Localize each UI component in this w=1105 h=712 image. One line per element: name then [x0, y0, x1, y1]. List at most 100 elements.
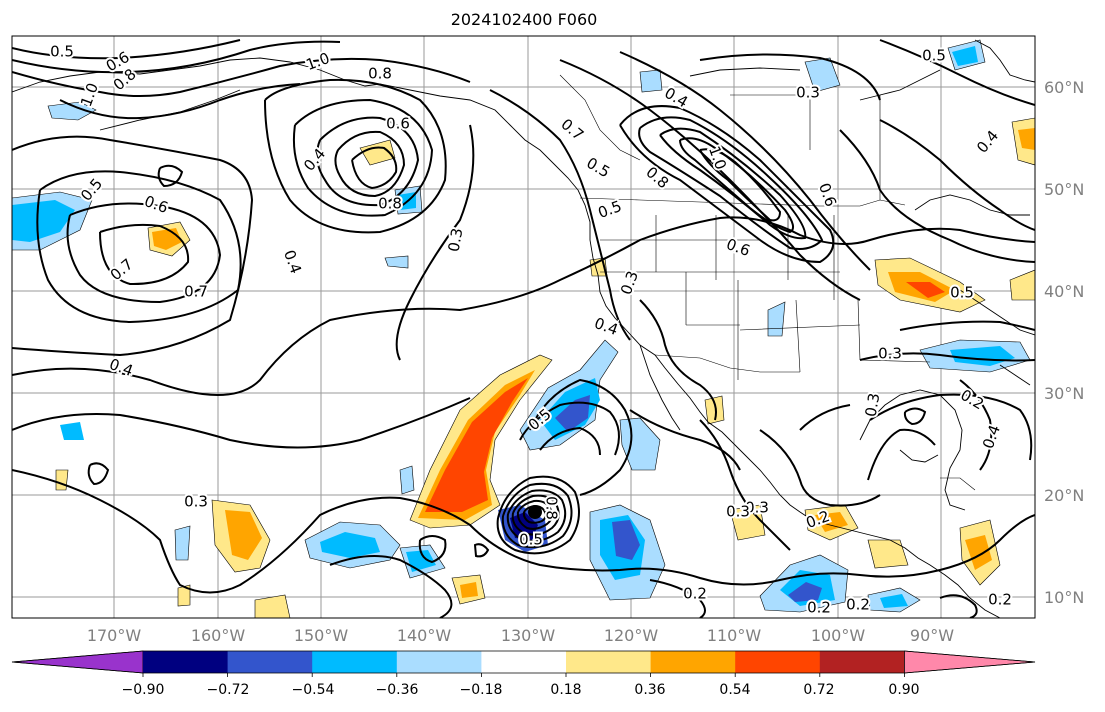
contour-label: 0.5: [922, 47, 946, 65]
lon-label-110w: 110°W: [706, 626, 762, 645]
contour-label: 0.4: [973, 127, 1002, 157]
lon-label-100w: 100°W: [810, 626, 866, 645]
contour-label-halo: 0.6: [386, 115, 410, 133]
plot-title: 2024102400 F060: [450, 10, 598, 29]
colorbar-tick-label: −0.72: [206, 682, 250, 698]
lat-label-60n: 60°N: [1044, 78, 1085, 97]
contour-labels: 0.50.5 0.60.60.80.81.01.01.01.00.80.80.60…: [48, 41, 1014, 619]
colorbar-extend-right: [904, 650, 1036, 674]
lat-label-20n: 20°N: [1044, 486, 1085, 505]
colorbar-segment: [650, 651, 736, 673]
contour-label-halo: 0.3: [184, 493, 208, 511]
political-borders: [559, 74, 976, 491]
lat-label-50n: 50°N: [1044, 180, 1085, 199]
contour-label-halo: 0.8: [543, 496, 561, 520]
colorbar-extend-left: [11, 650, 144, 674]
contour-label: 0.3: [878, 345, 902, 363]
colorbar-segment: [566, 651, 652, 673]
contour-label: 0.3: [184, 493, 208, 511]
contour-label: 0.5: [596, 197, 625, 222]
shading-red-orange: [425, 282, 945, 512]
colorbar-segment: [227, 651, 313, 673]
lon-label-150w: 150°W: [293, 626, 349, 645]
contour-label: 0.4: [661, 84, 691, 112]
contour-label-halo: 0.3: [745, 499, 769, 517]
contour-label: 0.2: [807, 599, 831, 617]
lat-label-10n: 10°N: [1044, 588, 1085, 607]
lon-label-130w: 130°W: [500, 626, 556, 645]
contour-label: 0.2: [988, 591, 1012, 609]
contour-label: 0.5: [583, 154, 613, 182]
contour-label: 0.3: [796, 84, 820, 102]
contour-label: 1.0: [705, 144, 730, 173]
colorbar-segment: [396, 651, 482, 673]
contour-label-halo: 0.3: [796, 84, 820, 102]
contour-label: 0.2: [846, 596, 870, 614]
lon-label-170w: 170°W: [86, 626, 142, 645]
storm-center: [528, 505, 542, 519]
colorbar: [11, 650, 1036, 677]
lon-label-160w: 160°W: [190, 626, 246, 645]
contour-label: 0.4: [107, 355, 136, 380]
contour-label-halo: 0.5: [50, 43, 74, 61]
contour-label: 0.4: [300, 145, 329, 175]
contour-label: 0.7: [184, 283, 208, 301]
lat-label-30n: 30°N: [1044, 384, 1085, 403]
contour-label-halo: 0.8: [378, 195, 402, 213]
contour-label: 0.8: [543, 496, 561, 520]
contour-label-halo: 0.5: [519, 531, 543, 549]
contour-label-halo: 0.5: [950, 284, 974, 302]
colorbar-tick-label: 0.72: [803, 682, 835, 698]
contour-label: 0.4: [280, 248, 305, 277]
contour-label: 0.4: [592, 314, 621, 339]
colorbar-segment: [143, 651, 229, 673]
contour-label: 0.7: [107, 255, 137, 284]
contour-label: 0.8: [642, 163, 672, 192]
contour-label: 0.3: [445, 227, 467, 254]
contour-label-halo: 0.7: [184, 283, 208, 301]
colorbar-tick-label: −0.54: [291, 682, 335, 698]
contour-label-halo: 0.5: [922, 47, 946, 65]
contour-label-halo: 0.2: [683, 585, 707, 603]
contour-label-halo: 0.2: [846, 596, 870, 614]
colorbar-tick-label: −0.18: [459, 682, 503, 698]
map-area: 0.50.5 0.60.60.80.81.01.01.01.00.80.80.60…: [12, 36, 1035, 618]
contour-label-halo: 0.2: [807, 599, 831, 617]
colorbar-tick-label: 0.18: [550, 682, 582, 698]
contour-label: 1.0: [77, 81, 102, 110]
contour-label-halo: 0.3: [726, 503, 750, 521]
contour-label: 0.6: [386, 115, 410, 133]
colorbar-segment: [481, 651, 567, 673]
contour-label: 0.8: [378, 195, 402, 213]
colorbar-tick-label: 0.36: [634, 682, 666, 698]
contour-label: 0.3: [862, 392, 884, 419]
contour-label: 0.7: [557, 115, 587, 144]
contour-label: 0.8: [368, 65, 392, 83]
contour-label: 0.6: [142, 192, 171, 217]
colorbar-tick-label: 0.54: [719, 682, 751, 698]
contour-label: 0.3: [617, 269, 642, 298]
lon-label-140w: 140°W: [396, 626, 452, 645]
contour-label-halo: 0.2: [988, 591, 1012, 609]
contours: [12, 39, 1035, 618]
colorbar-segment: [735, 651, 821, 673]
contour-label-halo: 0.3: [878, 345, 902, 363]
map-frame: [11, 35, 1036, 619]
contour-label: 0.3: [745, 499, 769, 517]
lon-label-90w: 90°W: [909, 626, 955, 645]
contour-label: 0.4: [979, 423, 1004, 452]
contour-label: 0.6: [815, 181, 840, 210]
colorbar-tick-label: −0.90: [121, 682, 165, 698]
contour-label: 1.0: [304, 49, 333, 74]
colorbar-tick-label: 0.90: [888, 682, 920, 698]
contour-label-halo: 0.8: [368, 65, 392, 83]
contour-label: 0.2: [957, 386, 987, 414]
lat-label-40n: 40°N: [1044, 282, 1085, 301]
contour-label: 0.3: [726, 503, 750, 521]
contour-label: 0.5: [950, 284, 974, 302]
contour-label: 0.6: [724, 235, 753, 260]
contour-label: 0.5: [519, 531, 543, 549]
contour-label: 0.5: [50, 43, 74, 61]
lon-label-120w: 120°W: [603, 626, 659, 645]
